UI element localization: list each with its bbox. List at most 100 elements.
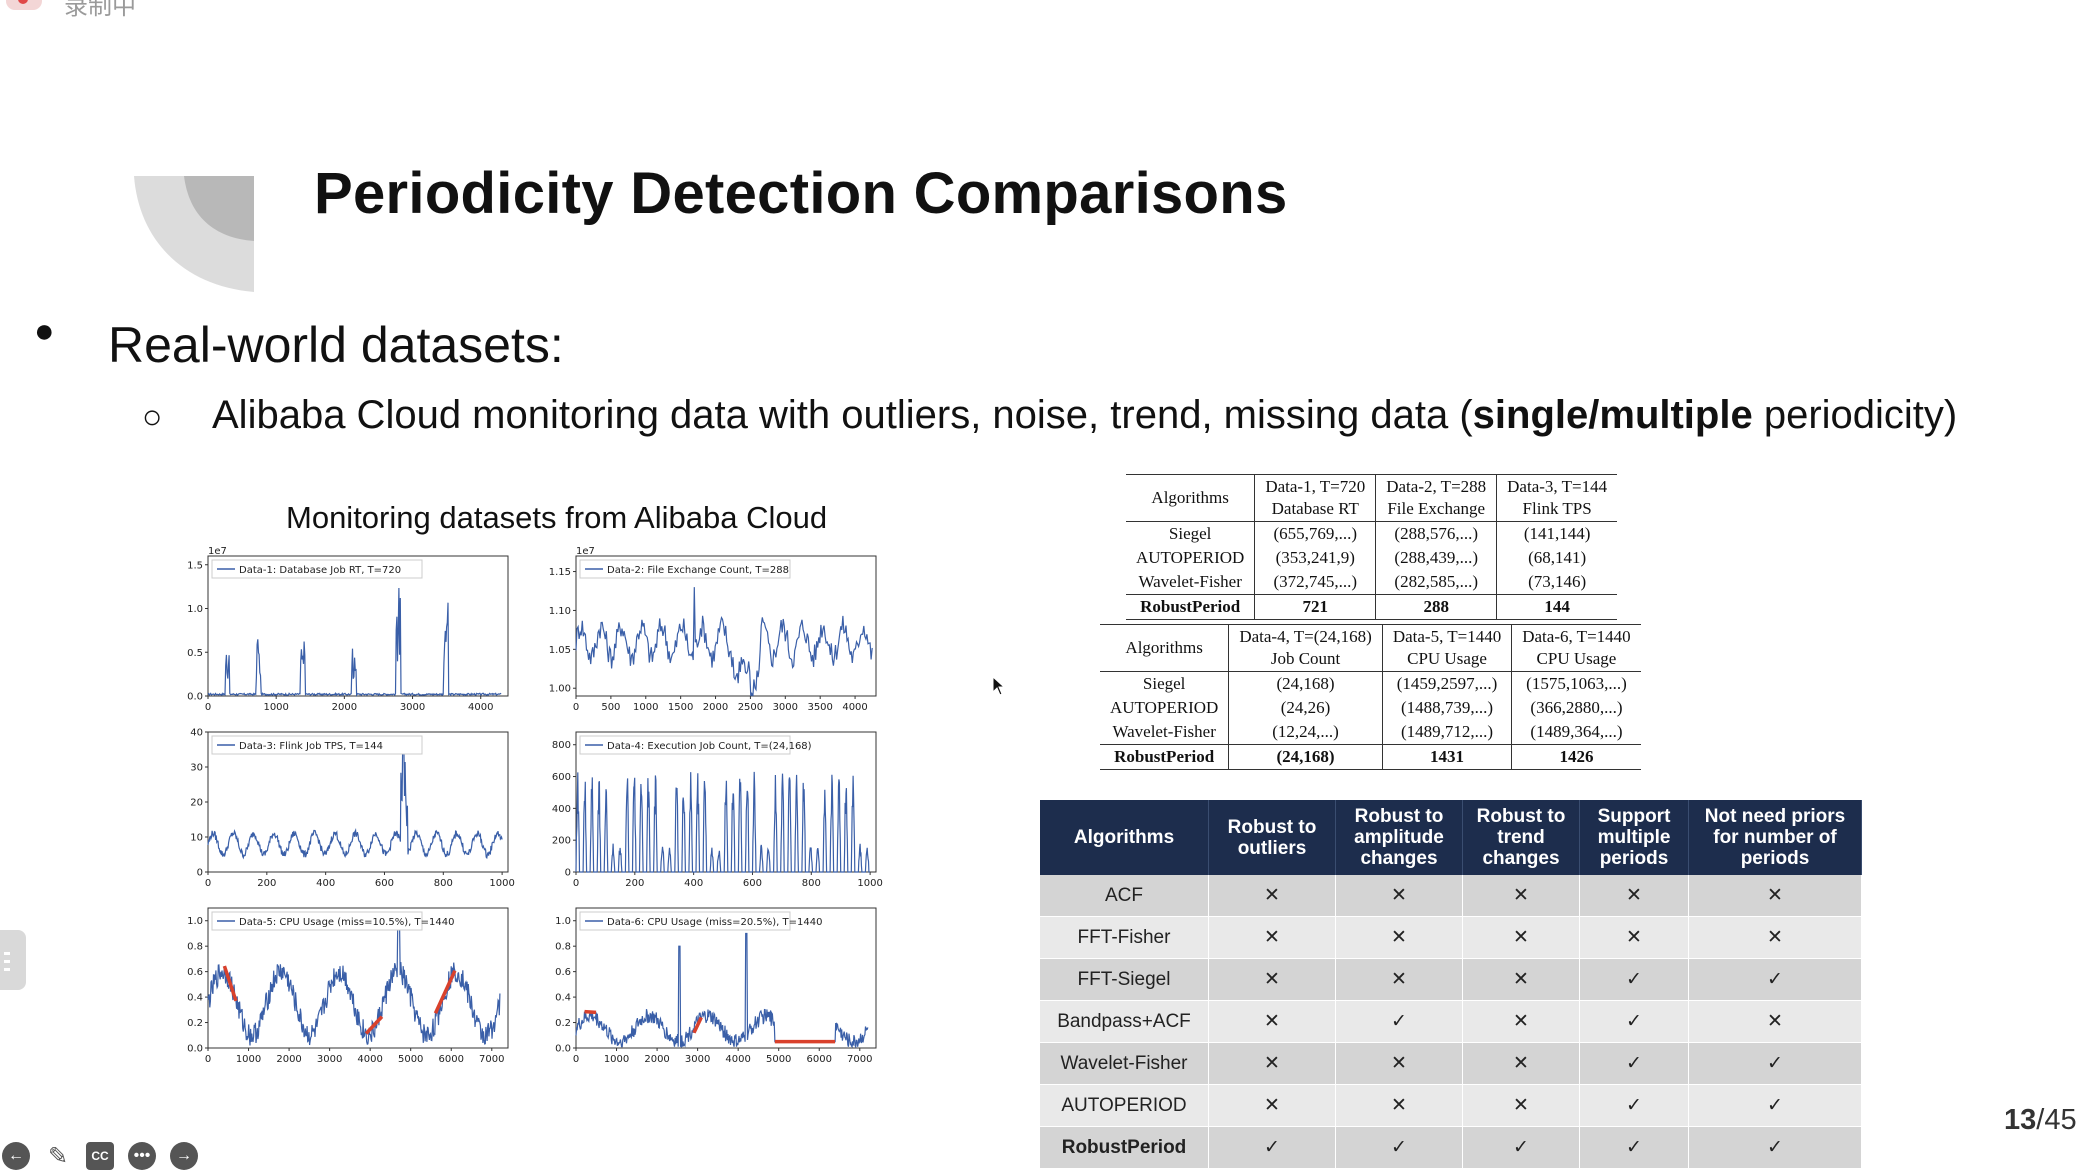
table2-row: Siegel (24,168) (1459,2597,...) (1575,1063,… <box>1100 671 1641 696</box>
presentation-toolbar: ← ✎ CC ••• → <box>2 1142 198 1170</box>
table2-algorithm-cell: AUTOPERIOD <box>1110 698 1219 717</box>
missing-segment <box>433 969 457 1014</box>
cross-mark-icon: ✕ <box>1462 1042 1580 1085</box>
x-tick-label: 2000 <box>703 702 728 713</box>
feature-header-3: Robust to trend changes <box>1462 800 1580 875</box>
x-tick-label: 2000 <box>276 1054 301 1065</box>
x-tick-label: 1000 <box>236 1054 261 1065</box>
table1-value-cell: 144 <box>1496 594 1618 620</box>
plot-frame <box>207 731 509 873</box>
cross-mark-icon: ✕ <box>1462 875 1580 917</box>
table1-value-cell: (372,745,...) <box>1254 570 1376 595</box>
feature-algorithm-cell: Bandpass+ACF <box>1040 1000 1209 1043</box>
y-tick-label: 0.6 <box>187 967 203 978</box>
y-tick-label: 0.4 <box>187 993 203 1004</box>
table2-value-cell: (366,2880,...) <box>1511 696 1641 720</box>
table1-header-1: Data-1, T=720 Database RT <box>1254 474 1376 522</box>
arrow-right-icon[interactable]: → <box>170 1142 198 1170</box>
page-total: /45 <box>2036 1104 2077 1136</box>
side-panel-toggle[interactable] <box>0 930 26 990</box>
chart-panel-3: 0 200 400 600 800 1000 0 10 20 30 40 Data-3: Flink … <box>170 722 530 898</box>
y-tick-label: 0.2 <box>187 1018 203 1029</box>
more-icon[interactable]: ••• <box>128 1142 156 1170</box>
y-tick-label: 0.0 <box>555 1044 571 1055</box>
y-tick-label: 800 <box>552 740 571 751</box>
table1-algorithm-cell: Wavelet-Fisher <box>1138 572 1242 591</box>
legend-box <box>579 559 791 579</box>
cross-mark-icon: ✕ <box>1335 875 1463 917</box>
x-tick-label: 800 <box>434 878 453 889</box>
table1-value-cell: (68,141) <box>1496 546 1618 570</box>
y-tick-label: 1.10 <box>549 606 571 617</box>
x-tick-label: 2500 <box>738 702 763 713</box>
feature-algorithm-cell: RobustPeriod <box>1040 1126 1209 1169</box>
legend-box <box>211 559 423 579</box>
y-tick-label: 1.0 <box>187 916 203 927</box>
x-tick-label: 400 <box>684 878 703 889</box>
arrow-left-icon[interactable]: ← <box>2 1142 30 1170</box>
feature-row: ACF ✕ ✕ ✕ ✕ ✕ <box>1040 875 1862 917</box>
check-mark-icon: ✓ <box>1688 958 1862 1001</box>
y-tick-label: 0.0 <box>187 1044 203 1055</box>
cross-mark-icon: ✕ <box>1208 1000 1336 1043</box>
decorative-logo <box>134 176 254 292</box>
y-tick-label: 40 <box>190 728 203 739</box>
x-tick-label: 600 <box>375 878 394 889</box>
table2-value-cell: (24,26) <box>1228 696 1383 720</box>
cc-icon[interactable]: CC <box>86 1142 114 1170</box>
table1-value-cell: (288,439,...) <box>1375 546 1497 570</box>
check-mark-icon: ✓ <box>1462 1126 1580 1169</box>
table1-value-cell: (655,769,...) <box>1254 521 1376 546</box>
check-mark-icon: ✓ <box>1579 958 1689 1001</box>
table1-value-cell: (288,576,...) <box>1375 521 1497 546</box>
x-tick-label: 4000 <box>357 1054 382 1065</box>
bullet-sub-text-a: Alibaba Cloud monitoring data with outli… <box>212 393 1473 437</box>
charts-title: Monitoring datasets from Alibaba Cloud <box>286 500 828 535</box>
check-mark-icon: ✓ <box>1579 1126 1689 1169</box>
check-mark-icon: ✓ <box>1579 1042 1689 1085</box>
feature-algorithm-cell: FFT-Siegel <box>1040 958 1209 1001</box>
y-tick-label: 0.4 <box>555 993 571 1004</box>
bullet-dot: ● <box>34 312 55 350</box>
table2-header-1: Data-4, T=(24,168) Job Count <box>1228 624 1383 672</box>
x-tick-label: 200 <box>625 878 644 889</box>
table2-row: AUTOPERIOD (24,26) (1488,739,...) (366,2880… <box>1100 696 1641 720</box>
y-tick-label: 10 <box>190 833 203 844</box>
pen-icon[interactable]: ✎ <box>47 1142 69 1170</box>
y-tick-label: 0.2 <box>555 1018 571 1029</box>
axis-exponent: 1e7 <box>208 546 227 557</box>
table1-row: AUTOPERIOD (353,241,9) (288,439,...) (68,14… <box>1126 546 1618 570</box>
y-tick-label: 0.6 <box>555 967 571 978</box>
x-tick-label: 7000 <box>847 1054 872 1065</box>
cross-mark-icon: ✕ <box>1688 916 1862 959</box>
series-line <box>575 771 870 873</box>
feature-row: RobustPeriod ✓ ✓ ✓ ✓ ✓ <box>1040 1126 1862 1169</box>
legend-label: Data-1: Database Job RT, T=720 <box>239 565 401 576</box>
x-tick-label: 1000 <box>263 702 288 713</box>
missing-segment <box>222 965 238 1002</box>
feature-algorithm-cell: AUTOPERIOD <box>1040 1084 1209 1127</box>
cross-mark-icon: ✕ <box>1462 958 1580 1001</box>
x-tick-label: 2000 <box>332 702 357 713</box>
legend-label: Data-2: File Exchange Count, T=288 <box>607 565 789 576</box>
recording-label: 录制中 <box>64 0 136 20</box>
chart-data-4: 0 200 400 600 800 1000 0 200 400 600 800 Data-4: Ex… <box>552 731 883 889</box>
cross-mark-icon: ✕ <box>1208 916 1336 959</box>
feature-header-1: Robust to outliers <box>1208 800 1336 875</box>
series-line <box>207 926 501 1046</box>
x-tick-label: 4000 <box>468 702 493 713</box>
feature-header-0: Algorithms <box>1040 800 1209 875</box>
x-tick-label: 4000 <box>725 1054 750 1065</box>
legend-box <box>211 735 423 755</box>
chart-data-5: 0 1000 2000 3000 4000 5000 6000 7000 0.0 0.2 0.4 0.… <box>187 907 509 1065</box>
slide-title: Periodicity Detection Comparisons <box>314 161 1288 226</box>
x-tick-label: 1000 <box>604 1054 629 1065</box>
x-tick-label: 400 <box>316 878 335 889</box>
cross-mark-icon: ✕ <box>1579 916 1689 959</box>
legend-box <box>579 911 791 931</box>
y-tick-label: 400 <box>552 804 571 815</box>
feature-comparison-table: Algorithms Robust to outliers Robust to am… <box>1040 800 1862 1169</box>
page-number: 13/45 <box>2004 1104 2077 1137</box>
chart-panel-5: 0 1000 2000 3000 4000 5000 6000 7000 0.0 0.2 0.4 0.… <box>170 898 530 1074</box>
table2-value-cell: (12,24,...) <box>1228 720 1383 745</box>
